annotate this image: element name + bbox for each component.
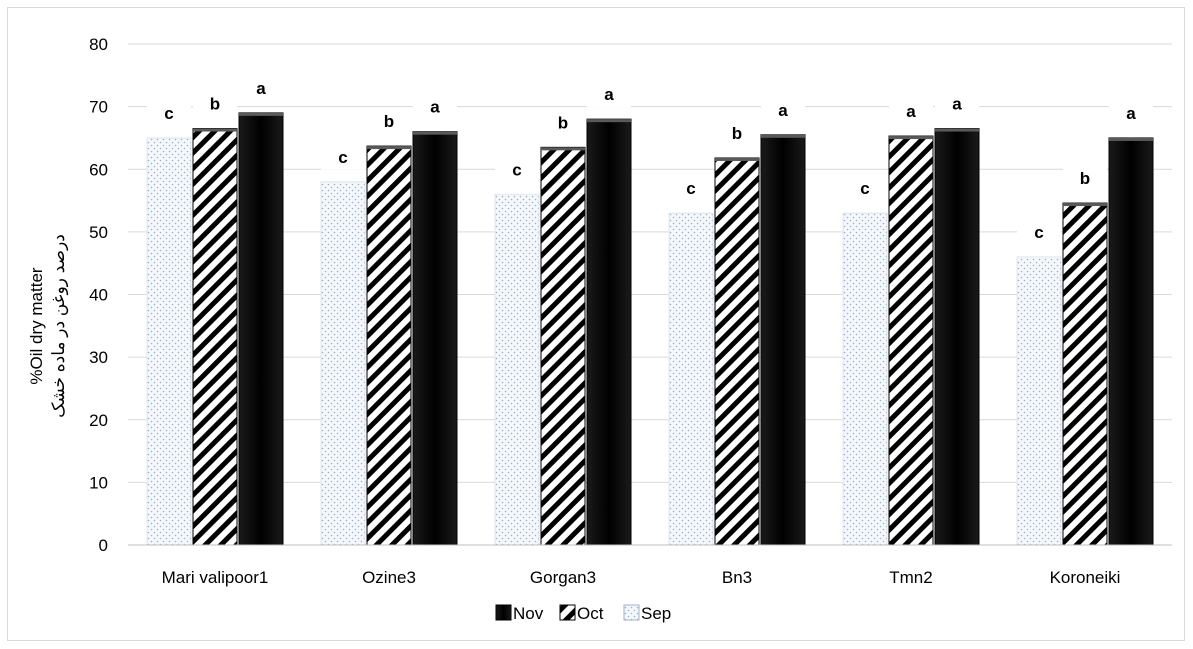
bar-sep — [1016, 256, 1062, 546]
significance-letter: c — [860, 179, 869, 198]
bar-nov — [586, 118, 632, 546]
significance-letter: b — [732, 124, 742, 143]
significance-letter: c — [338, 148, 347, 167]
legend-swatch-sep — [623, 604, 640, 621]
letter-background — [1109, 99, 1153, 126]
x-axis-labels: Mari valipoor1 Ozine3 Gorgan3 Bn3 Tmn2 Korone… — [162, 568, 1121, 587]
letter-background — [147, 99, 191, 126]
x-tick-label: Tmn2 — [889, 568, 932, 587]
bar-bevel — [587, 119, 631, 123]
bar-bevel — [715, 157, 759, 161]
letter-background — [239, 74, 283, 101]
letter-background — [541, 109, 585, 136]
letter-background — [889, 98, 933, 125]
y-axis-title: %Oil dry matter درصد روغن در ماده خشک — [27, 234, 69, 418]
bar-bevel — [935, 128, 979, 132]
bar-bevel — [413, 131, 457, 135]
bar-nov — [934, 128, 980, 546]
bar-bevel — [541, 147, 585, 151]
letter-background — [587, 81, 631, 108]
bar-bevel — [1063, 203, 1107, 207]
bar-sep — [842, 212, 888, 546]
bar-oct — [888, 135, 934, 546]
significance-letter: c — [1034, 223, 1043, 242]
legend-swatch-oct — [559, 604, 576, 621]
significance-letter: b — [558, 113, 568, 132]
letter-background — [193, 90, 237, 117]
bar-bevel — [1109, 137, 1153, 141]
significance-letter: a — [952, 95, 962, 114]
y-tick-label: 10 — [89, 473, 108, 492]
bar-bevel — [889, 136, 933, 140]
bar-oct — [192, 128, 238, 546]
bar-bevel — [193, 128, 237, 132]
significance-letter: a — [430, 98, 440, 117]
bar-oct — [714, 157, 760, 546]
x-tick-label: Mari valipoor1 — [162, 568, 269, 587]
letter-background — [715, 119, 759, 146]
bar-nov — [238, 112, 284, 546]
significance-letter: b — [210, 95, 220, 114]
y-axis-title-persian: درصد روغن در ماده خشک — [49, 234, 69, 418]
letter-background — [367, 108, 411, 135]
bar-sep — [320, 181, 366, 546]
x-tick-label: Ozine3 — [362, 568, 416, 587]
bar-oct — [1062, 202, 1108, 546]
letter-background — [495, 156, 539, 183]
y-tick-label: 30 — [89, 348, 108, 367]
legend-swatch-nov — [495, 604, 512, 621]
bar-bevel — [761, 134, 805, 138]
bars — [146, 112, 1154, 546]
y-tick-label: 20 — [89, 411, 108, 430]
legend-label: Sep — [641, 604, 671, 623]
significance-letter: a — [604, 85, 614, 104]
bar-nov — [1108, 137, 1154, 546]
significance-letter: a — [256, 79, 266, 98]
y-tick-label: 80 — [89, 35, 108, 54]
x-tick-label: Gorgan3 — [530, 568, 596, 587]
bar-bevel — [367, 146, 411, 150]
legend: Nov Oct Sep — [495, 604, 671, 623]
letter-background — [935, 90, 979, 117]
bar-sep — [494, 193, 540, 546]
bar-nov — [760, 134, 806, 546]
significance-letter: c — [164, 104, 173, 123]
x-tick-label: Bn3 — [722, 568, 752, 587]
x-tick-label: Koroneiki — [1050, 568, 1121, 587]
y-tick-label: 0 — [99, 536, 108, 555]
letter-background — [669, 175, 713, 202]
legend-label: Oct — [577, 604, 604, 623]
y-tick-label: 50 — [89, 223, 108, 242]
significance-letter: a — [906, 102, 916, 121]
letter-background — [761, 96, 805, 123]
letter-background — [321, 143, 365, 170]
y-axis-ticks: 0 10 20 30 40 50 60 70 80 — [89, 35, 108, 555]
bar-oct — [540, 146, 586, 546]
significance-letter: c — [686, 179, 695, 198]
y-tick-label: 70 — [89, 98, 108, 117]
significance-letter: b — [1080, 169, 1090, 188]
significance-letter: a — [778, 101, 788, 120]
significance-letter: b — [384, 112, 394, 131]
y-tick-label: 60 — [89, 160, 108, 179]
letter-background — [413, 93, 457, 120]
significance-letter: a — [1126, 104, 1136, 123]
significance-letter: c — [512, 160, 521, 179]
bar-sep — [668, 212, 714, 546]
significance-letters: c b a c b a c b a c b a c a a c b a — [147, 74, 1153, 245]
bar-oct — [366, 145, 412, 546]
letter-background — [843, 175, 887, 202]
y-axis-title-english: %Oil dry matter — [27, 267, 46, 384]
bar-bevel — [239, 112, 283, 116]
bar-nov — [412, 131, 458, 546]
legend-label: Nov — [513, 604, 544, 623]
letter-background — [1063, 165, 1107, 192]
gridlines — [128, 43, 1172, 483]
y-tick-label: 40 — [89, 286, 108, 305]
letter-background — [1017, 218, 1061, 245]
bar-sep — [146, 137, 192, 546]
